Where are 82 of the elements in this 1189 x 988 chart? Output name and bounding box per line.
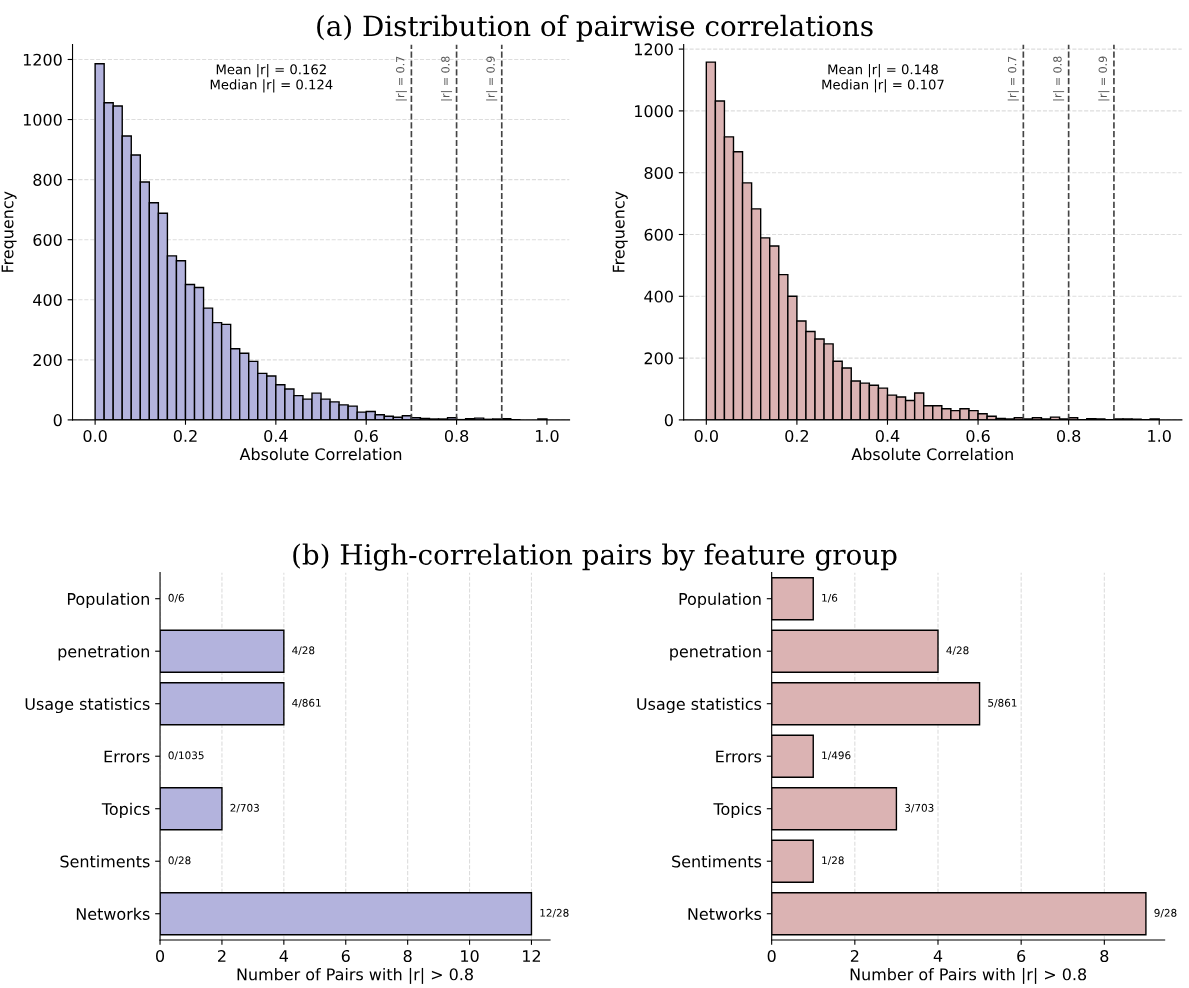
y-tick-label: Population [67,592,149,609]
annotation: 12/28 [540,908,569,918]
ref-line-label: |r| = 0.8 [440,56,453,101]
y-tick-label: penetration [58,645,149,661]
y-tick-label: Sentiments [60,855,150,868]
annotation: 1/28 [822,856,844,866]
annotation: 0/6 [168,593,184,603]
x-tick-label: 0.6 [966,429,990,442]
chart-title: (a) Distribution of pairwise correlations [317,14,873,42]
y-tick-label: 1000 [23,113,62,126]
x-tick-label: 0.8 [1056,429,1081,442]
x-tick-label: 0.0 [694,429,718,442]
y-tick-label: 800 [644,166,673,179]
x-tick-label: 0.4 [264,429,288,442]
chart-title: (b) High-correlation pairs by feature group [293,543,897,571]
x-tick-label: 0.2 [785,429,808,442]
y-tick-label: 0 [664,414,673,427]
annotation: 0/1035 [168,751,204,761]
x-tick-label: 0.2 [173,429,197,442]
annotation: 4/28 [292,646,315,656]
y-tick-label: Sentiments [672,855,762,868]
x-tick-label: 0.8 [444,429,469,442]
y-tick-label: Networks [688,907,762,921]
x-tick-label: 0.4 [875,429,900,442]
x-tick-label: 0 [156,949,165,963]
y-tick-label: 1200 [23,53,62,66]
x-tick-label: 1.0 [535,429,559,442]
y-tick-label: 1200 [635,43,673,56]
x-tick-label: 8 [1100,949,1109,963]
ref-line-label: |r| = 0.9 [1098,56,1110,101]
x-tick-label: 1.0 [1148,429,1171,442]
x-tick-label: 4 [279,950,289,962]
ref-line-label: |r| = 0.7 [1007,56,1019,101]
x-tick-label: 12 [523,949,541,962]
annotation: 9/28 [1154,908,1177,918]
x-tick-label: 6 [1017,949,1026,963]
y-tick-label: 600 [644,228,673,241]
y-tick-label: Topics [713,802,762,819]
annotation: 4/28 [946,646,969,656]
x-tick-label: 0 [767,949,776,963]
y-tick-label: Errors [104,750,150,763]
y-tick-label: Topics [101,802,150,819]
y-axis-title: Frequency [612,191,628,272]
annotation: 5/861 [988,698,1017,708]
annotation: 3/703 [905,803,934,813]
y-tick-label: 800 [33,173,62,186]
x-tick-label: 4 [933,950,943,962]
y-tick-label: Usage statistics [25,697,150,714]
x-axis-title: Number of Pairs with |r| > 0.8 [850,967,1087,984]
ref-line-label: |r| = 0.8 [1053,56,1065,101]
y-tick-label: Population [679,592,761,609]
y-tick-label: 600 [33,233,62,246]
y-tick-label: 200 [644,352,673,365]
y-tick-label: 0 [53,414,62,427]
ref-line-label: |r| = 0.7 [395,56,407,101]
y-tick-label: 400 [644,290,673,303]
y-tick-label: Networks [76,907,150,921]
x-tick-label: 6 [341,949,350,963]
y-tick-label: 1000 [635,105,673,118]
x-tick-label: 0.6 [354,429,378,442]
x-axis-title: Absolute Correlation [239,447,402,461]
annotation: 4/861 [292,698,321,708]
x-axis-title: Number of Pairs with |r| > 0.8 [237,967,473,984]
ref-line-label: |r| = 0.9 [486,56,498,101]
x-tick-label: 0.0 [83,429,107,442]
annotation: 1/6 [822,593,838,603]
y-tick-label: penetration [670,645,761,661]
annotation: 1/496 [822,751,851,761]
x-tick-label: 10 [461,949,479,963]
y-tick-label: Usage statistics [637,697,762,714]
annotation: 2/703 [230,803,259,813]
x-tick-label: 8 [403,949,412,963]
y-tick-label: Errors [716,750,762,763]
annotation: Mean |r| = 0.162 Median |r| = 0.124 [210,64,333,93]
annotation: 0/28 [168,856,191,866]
x-tick-label: 2 [850,949,859,962]
annotation: Mean |r| = 0.148 Median |r| = 0.107 [822,64,944,93]
x-axis-title: Absolute Correlation [851,447,1013,461]
y-tick-label: 400 [33,293,62,307]
y-tick-label: 200 [33,354,62,367]
y-axis-title: Frequency [1,191,17,272]
x-tick-label: 2 [218,949,226,962]
